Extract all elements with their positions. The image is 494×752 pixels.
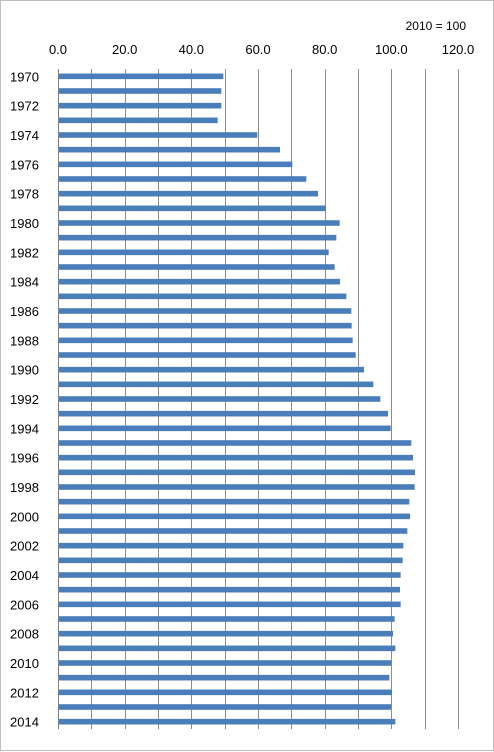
- y-tick-label: 1998: [10, 480, 39, 495]
- bar-1992: [59, 396, 381, 402]
- y-tick-label: 2010: [10, 656, 39, 671]
- bar-1971: [59, 88, 222, 94]
- bar-1975: [59, 146, 280, 153]
- bar-2001: [59, 528, 408, 534]
- y-tick-label: 1982: [10, 245, 39, 260]
- bar-1994: [59, 425, 391, 432]
- bar-1997: [59, 469, 415, 476]
- bar-2011: [59, 674, 390, 681]
- bar-1974: [59, 132, 258, 138]
- bar-1999: [59, 498, 410, 505]
- bar-2008: [59, 630, 393, 637]
- bar-2010: [59, 660, 392, 666]
- bar-1996: [59, 454, 413, 461]
- bar-2012: [59, 689, 392, 696]
- bar-1993: [59, 410, 388, 417]
- y-tick-label: 2002: [10, 539, 39, 554]
- y-tick-label: 1990: [10, 363, 39, 378]
- bar-1978: [59, 190, 318, 197]
- bar-1990: [59, 366, 364, 373]
- bar-1972: [59, 102, 222, 109]
- bar-2014: [59, 718, 396, 725]
- base-year-note: 2010 = 100: [406, 19, 467, 33]
- bar-1980: [59, 220, 340, 226]
- y-tick-label: 1980: [10, 216, 39, 231]
- y-tick-label: 1978: [10, 187, 39, 202]
- bar-2006: [59, 601, 401, 608]
- y-tick-label: 1970: [10, 69, 39, 84]
- y-tick-label: 2008: [10, 627, 39, 642]
- bar-2004: [59, 572, 401, 578]
- bar-2005: [59, 586, 400, 593]
- y-tick-label: 1984: [10, 275, 39, 290]
- bar-1976: [59, 161, 293, 168]
- y-tick-labels: 1970 1972 1974 1976 1978 1980 1982 1984 1986 1988…: [10, 69, 39, 729]
- y-tick-label: 2004: [10, 568, 39, 583]
- bar-1981: [59, 234, 337, 241]
- bar-1987: [59, 322, 352, 329]
- bar-1984: [59, 278, 340, 285]
- bar-2003: [59, 557, 403, 564]
- x-tick-labels: 0.0 20.0 40.0 60.0 80.0 100.0 120.0: [49, 42, 474, 57]
- bar-1988: [59, 337, 353, 344]
- bar-2002: [59, 542, 404, 549]
- bar-2013: [59, 704, 391, 710]
- x-tick-label: 0.0: [49, 42, 67, 57]
- bar-1991: [59, 381, 374, 388]
- y-tick-label: 1988: [10, 333, 39, 348]
- bar-1982: [59, 249, 329, 256]
- bars: [59, 73, 415, 725]
- y-tick-label: 1992: [10, 392, 39, 407]
- x-tick-label: 80.0: [312, 42, 337, 57]
- bar-2000: [59, 513, 410, 520]
- y-tick-label: 2014: [10, 715, 39, 730]
- x-tick-label: 60.0: [245, 42, 270, 57]
- bar-1989: [59, 352, 356, 358]
- bar-1970: [59, 73, 224, 80]
- x-tick-label: 40.0: [179, 42, 204, 57]
- y-tick-label: 2006: [10, 597, 39, 612]
- x-tick-label: 20.0: [112, 42, 137, 57]
- bar-1977: [59, 176, 307, 182]
- x-tick-label: 100.0: [375, 42, 408, 57]
- y-tick-label: 1986: [10, 304, 39, 319]
- bar-2009: [59, 645, 396, 652]
- x-tick-label: 120.0: [442, 42, 475, 57]
- y-tick-label: 1996: [10, 451, 39, 466]
- bar-1995: [59, 440, 412, 446]
- bar-1979: [59, 205, 326, 212]
- y-tick-label: 2000: [10, 509, 39, 524]
- bar-1986: [59, 308, 352, 314]
- bar-1973: [59, 117, 218, 124]
- y-tick-label: 2012: [10, 685, 39, 700]
- y-tick-label: 1976: [10, 157, 39, 172]
- bar-1983: [59, 264, 335, 270]
- bar-2007: [59, 616, 395, 622]
- bar-1998: [59, 484, 415, 490]
- bar-1985: [59, 293, 347, 300]
- y-tick-label: 1994: [10, 421, 39, 436]
- y-tick-label: 1974: [10, 128, 39, 143]
- y-tick-label: 1972: [10, 99, 39, 114]
